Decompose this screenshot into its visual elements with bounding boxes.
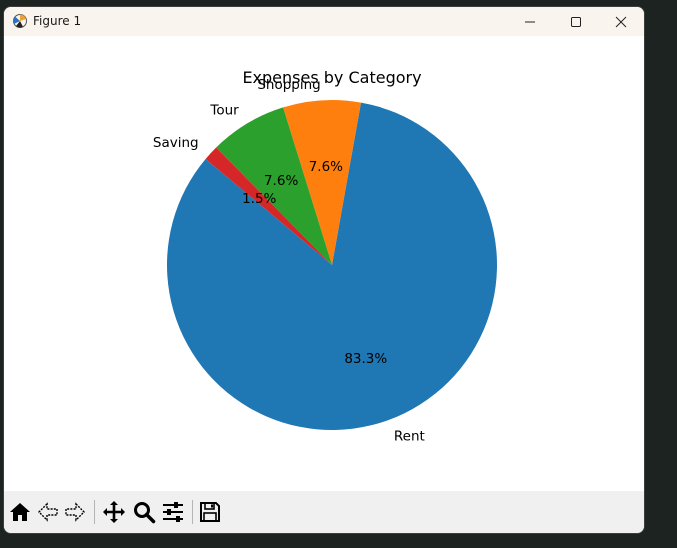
configure-subplots-button[interactable] xyxy=(160,499,186,525)
pan-icon xyxy=(103,501,125,523)
pie-chart: 83.3%Rent7.6%Shopping7.6%Tour1.5%Saving … xyxy=(153,68,497,445)
forward-button[interactable] xyxy=(62,499,88,525)
forward-icon xyxy=(65,502,85,522)
pie-labels: 83.3% Rent 7.6% Shopping 7.6% Tour 1.5% Saving xyxy=(153,77,425,445)
navigation-toolbar xyxy=(4,491,644,533)
home-icon xyxy=(10,503,30,521)
close-button[interactable] xyxy=(598,7,644,36)
close-icon xyxy=(615,16,627,27)
toolbar-separator xyxy=(94,500,95,524)
category-label-rent: Rent xyxy=(394,429,425,445)
pan-button[interactable] xyxy=(101,499,127,525)
figure-window: Figure 1 83.3% Rent 7.6% Shopping 7.6% Tour 1.… xyxy=(4,7,644,533)
minimize-icon xyxy=(525,21,535,22)
pie-slice-saving xyxy=(205,147,332,265)
pct-label-shopping: 7.6% xyxy=(309,159,343,175)
pie-slices xyxy=(167,100,497,431)
toolbar-separator xyxy=(192,500,193,524)
minimize-button[interactable] xyxy=(507,7,553,36)
zoom-icon xyxy=(134,502,156,524)
category-label-saving: Saving xyxy=(153,135,199,151)
title-bar[interactable]: Figure 1 xyxy=(4,7,644,36)
save-icon xyxy=(200,502,220,522)
matplotlib-app-icon xyxy=(11,12,29,30)
chart-title: Expenses by Category xyxy=(242,68,421,87)
zoom-button[interactable] xyxy=(131,499,157,525)
back-button[interactable] xyxy=(35,499,61,525)
pct-label-tour: 7.6% xyxy=(264,173,298,189)
pie-slice-shopping xyxy=(283,100,361,265)
pct-label-rent: 83.3% xyxy=(344,351,387,367)
category-label-shopping: Shopping xyxy=(257,77,320,93)
configure-subplots-icon xyxy=(163,502,183,522)
save-button[interactable] xyxy=(197,499,223,525)
pct-label-saving: 1.5% xyxy=(242,191,276,207)
figure-canvas[interactable]: 83.3% Rent 7.6% Shopping 7.6% Tour 1.5% Saving … xyxy=(4,36,644,491)
home-button[interactable] xyxy=(7,499,33,525)
pie-slice-tour xyxy=(216,107,332,265)
maximize-icon xyxy=(571,16,581,27)
window-title: Figure 1 xyxy=(33,14,82,28)
maximize-button[interactable] xyxy=(553,7,599,36)
back-icon xyxy=(38,502,58,522)
category-label-tour: Tour xyxy=(209,102,239,118)
pie-slice-rent xyxy=(167,102,497,431)
